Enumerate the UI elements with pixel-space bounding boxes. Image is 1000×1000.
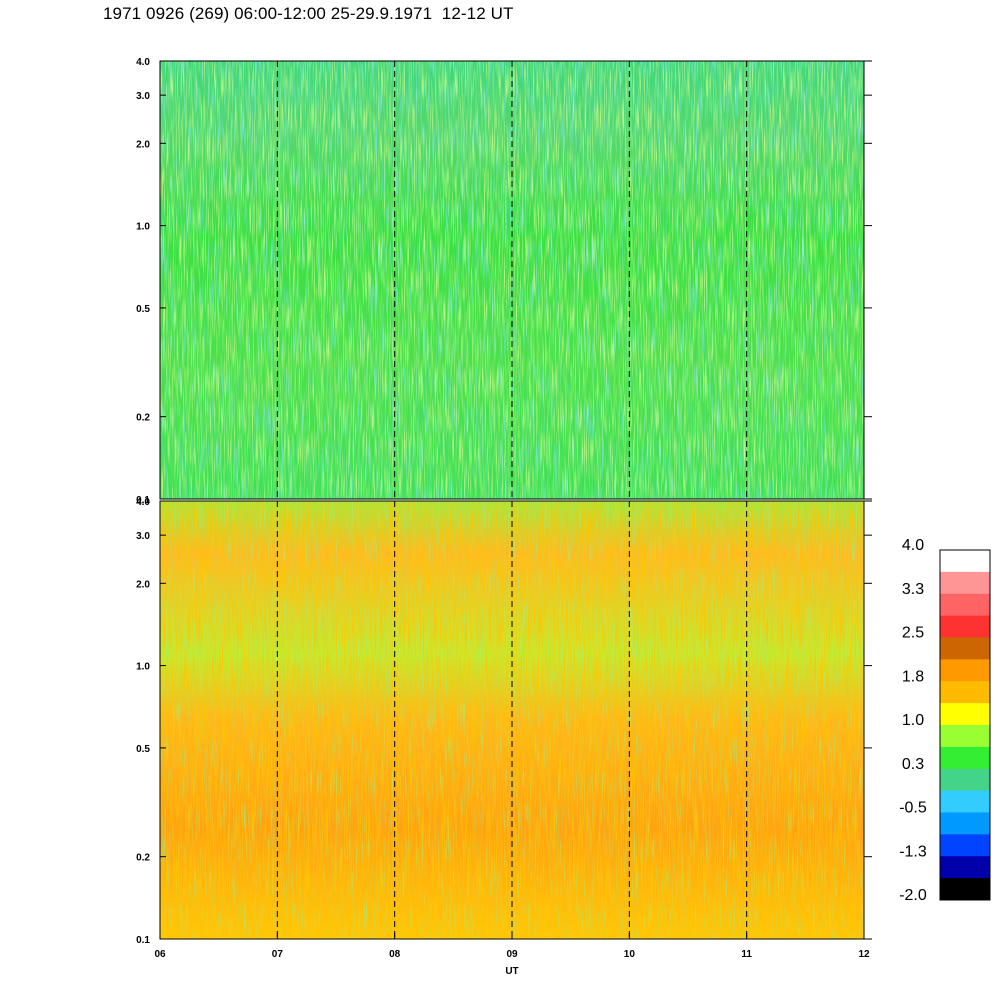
colorbar-swatch (940, 637, 990, 660)
y-tick-label: 0.5 (136, 304, 150, 315)
y-tick-label: 2.0 (136, 579, 150, 590)
colorbar-swatch (940, 768, 990, 792)
colorbar-swatch (940, 550, 990, 573)
colorbar-frame (939, 549, 991, 901)
y-tick-label: 0.5 (136, 744, 150, 755)
colorbar-swatch (940, 812, 990, 835)
x-tick-label: 07 (272, 949, 284, 960)
y-tick-label: 3.0 (136, 91, 150, 102)
colorbar-swatch (940, 725, 990, 748)
y-tick-label: 4.0 (136, 57, 150, 68)
colorbar-swatch (940, 856, 990, 879)
colorbar-label: 1.8 (902, 668, 924, 685)
x-axis-title: UT (505, 966, 518, 977)
colorbar-swatch (940, 571, 990, 595)
y-tick-label: 3.0 (136, 531, 150, 542)
colorbar-swatch (940, 659, 990, 682)
colorbar-swatch (940, 790, 990, 813)
x-tick-label: 11 (741, 949, 752, 960)
top-panel: 4.0 3.0 2.0 1.0 0.5 0.2 0.1 (136, 57, 872, 506)
x-tick-label: 08 (389, 949, 401, 960)
y-tick-label: 0.2 (136, 853, 150, 864)
colorbar-label: 4.0 (902, 537, 924, 554)
y-tick-label: 0.1 (136, 495, 150, 506)
x-tick-label: 09 (506, 949, 518, 960)
colorbar-swatch (940, 878, 990, 901)
colorbar-label: -2.0 (899, 887, 927, 904)
x-tick-label: 10 (624, 949, 636, 960)
colorbar-label: -1.3 (899, 843, 927, 860)
x-tick-label: 06 (154, 949, 166, 960)
y-tick-label: 4.0 (136, 497, 150, 508)
colorbar-swatch (940, 615, 990, 638)
colorbar-swatch (940, 681, 990, 704)
y-tick-label: 0.1 (136, 935, 150, 946)
colorbar-label: 1.0 (902, 712, 924, 729)
colorbar-label: 3.3 (902, 581, 924, 598)
colorbar-swatch (940, 703, 990, 726)
colorbar: 4.0 3.3 2.5 1.8 1.0 0.3 -0.5 -1.3 -2.0 (899, 537, 991, 904)
colorbar-label: 2.5 (902, 625, 924, 642)
y-tick-label: 0.2 (136, 413, 150, 424)
y-tick-label: 1.0 (136, 662, 150, 673)
y-tick-label: 2.0 (136, 139, 150, 150)
chart-title: 1971 0926 (269) 06:00-12:00 25-29.9.1971… (103, 4, 514, 23)
y-tick-label: 1.0 (136, 222, 150, 233)
colorbar-swatch (940, 593, 990, 617)
colorbar-swatch (940, 746, 990, 770)
colorbar-swatch (940, 834, 990, 857)
panel-frame (159, 60, 865, 500)
x-tick-label: 12 (858, 949, 870, 960)
colorbar-label: -0.5 (899, 800, 927, 817)
colorbar-label: 0.3 (902, 756, 924, 773)
bottom-panel: 4.0 3.0 2.0 1.0 0.5 0.2 0.1 06 07 08 09 10 11 12 UT (136, 497, 872, 977)
